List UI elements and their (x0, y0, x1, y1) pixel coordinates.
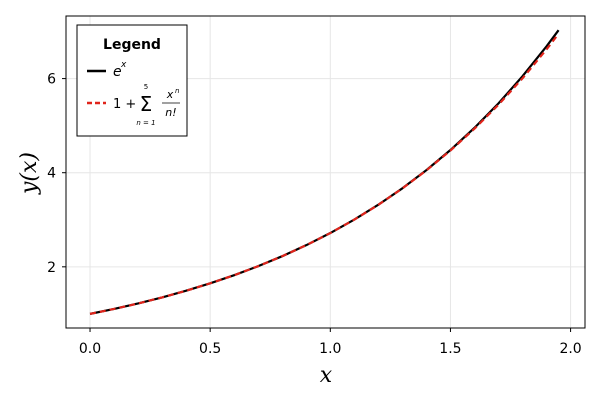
svg-text:x: x (166, 88, 174, 101)
legend-label-series: 1 + 5 Σ n = 1 x n n! (113, 83, 180, 127)
series-line-taylor (89, 33, 560, 315)
legend: Legend e x 1 + 5 Σ n = 1 x n n! (76, 24, 188, 137)
y-tick-label: 6 (47, 72, 56, 88)
grid-lines (66, 16, 585, 328)
svg-text:Σ: Σ (140, 92, 153, 116)
axis-ticks: 0.0 0.5 1.0 1.5 2.0 2 4 6 (47, 72, 582, 357)
y-tick-label: 2 (47, 260, 56, 276)
y-tick-label: 4 (47, 166, 56, 182)
svg-text:5: 5 (144, 83, 148, 91)
x-axis-label: x (320, 363, 333, 388)
x-tick-label: 2.0 (559, 341, 581, 357)
svg-text:x: x (120, 60, 127, 70)
plot-frame (65, 15, 586, 329)
series-layer (89, 29, 560, 315)
x-tick-label: 0.0 (79, 341, 101, 357)
x-tick-label: 1.5 (439, 341, 461, 357)
svg-text:1 +: 1 + (113, 97, 136, 112)
legend-box (76, 24, 188, 137)
y-axis-label: y(x) (17, 152, 42, 195)
legend-title: Legend (103, 37, 161, 53)
legend-label-exp: e x (113, 60, 127, 80)
x-tick-label: 1.0 (319, 341, 341, 357)
svg-text:e: e (113, 64, 122, 80)
svg-text:n = 1: n = 1 (136, 119, 155, 127)
x-tick-label: 0.5 (199, 341, 221, 357)
svg-text:n: n (175, 87, 179, 95)
svg-text:n!: n! (165, 106, 176, 119)
